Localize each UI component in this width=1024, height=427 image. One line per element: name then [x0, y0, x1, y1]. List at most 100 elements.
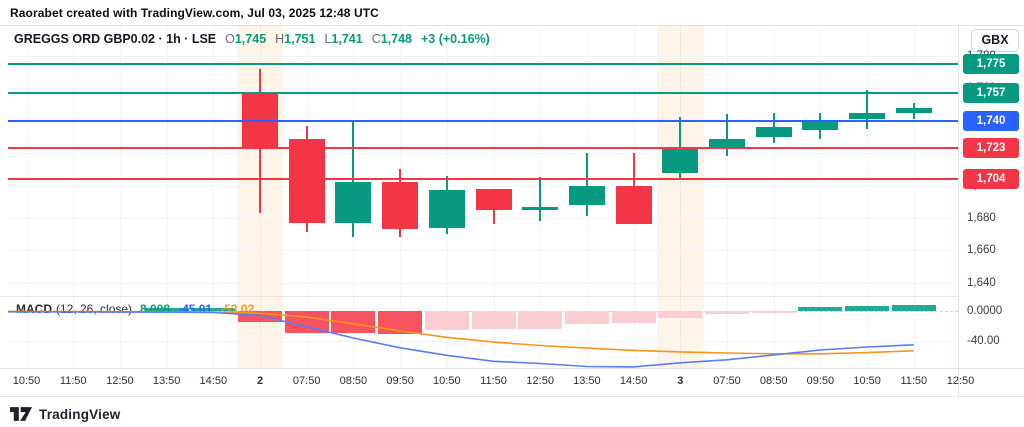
candlestick[interactable] [475, 188, 512, 210]
macd-tick-label: 0.0000 [967, 305, 1003, 317]
candlestick[interactable] [802, 120, 839, 131]
time-label: 07:50 [713, 375, 741, 387]
macd-histogram-bar [705, 311, 749, 314]
chart-top-border [0, 25, 1024, 26]
time-label: 11:50 [480, 375, 507, 387]
ohlc-value: 1,745 [234, 32, 267, 46]
candle-wick [539, 177, 542, 222]
ohlc-values: O1,745 H1,751 L1,741 C1,748 [216, 32, 412, 46]
macd-histogram-bar [144, 308, 189, 311]
currency-label: GBX [981, 33, 1009, 47]
time-label: 09:50 [386, 375, 414, 387]
time-label: 11:50 [59, 375, 87, 387]
candlestick[interactable] [895, 107, 932, 113]
time-label: 08:50 [339, 375, 368, 387]
grid-line-vertical [867, 26, 869, 368]
time-label: 12:50 [526, 375, 554, 387]
grid-line-vertical [727, 26, 728, 368]
time-label: 09:50 [806, 375, 835, 387]
macd-histogram-bar [564, 311, 609, 325]
macd-histogram-bar [658, 311, 703, 319]
candlestick[interactable] [428, 190, 465, 228]
grid-line-vertical [913, 26, 915, 368]
candle-wick [726, 114, 728, 157]
time-axis[interactable]: 10:50 11:50 12:50 13:50 14:50 2 07:50 08:50 09:5… [0, 369, 977, 396]
price-level-line[interactable] [8, 147, 958, 149]
candle-wick [585, 153, 588, 217]
price-badge: 1,723 [963, 138, 1019, 159]
candlestick[interactable] [568, 185, 605, 205]
candlestick[interactable] [382, 182, 419, 230]
grid-line-horizontal [8, 217, 958, 219]
price-level-line[interactable] [8, 119, 958, 122]
time-label: 14:50 [619, 375, 648, 387]
macd-histogram-bar [471, 311, 516, 329]
macd-histogram-bar [424, 311, 469, 331]
candlestick[interactable] [335, 182, 372, 223]
ohlc-value: 1,741 [331, 32, 363, 46]
grid-line-horizontal [8, 88, 958, 90]
candlestick[interactable] [755, 127, 792, 137]
candle-wick [352, 122, 355, 238]
grid-line-horizontal [8, 55, 958, 57]
price-level-line[interactable] [8, 63, 958, 65]
grid-line-horizontal [8, 153, 958, 155]
ohlc-key: L [324, 32, 332, 46]
grid-line-vertical [773, 26, 775, 368]
time-label: 3 [677, 375, 684, 387]
price-badge: 1,757 [963, 83, 1019, 104]
chart-plot-area[interactable] [0, 0, 958, 396]
time-axis-border [0, 368, 1024, 369]
price-badge: 1,775 [963, 54, 1019, 74]
candle-wick [866, 89, 869, 129]
macd-histogram-bar [191, 308, 236, 311]
grid-line-vertical [820, 26, 822, 368]
currency-button[interactable]: GBX [971, 29, 1019, 52]
price-tick-label: 1,680 [967, 211, 996, 224]
candlestick[interactable] [615, 185, 652, 225]
macd-line [8, 311, 914, 368]
candlestick[interactable] [662, 148, 699, 173]
macd-histogram-bar [518, 311, 563, 329]
macd-histogram-bar [798, 307, 843, 311]
time-label: 13:50 [573, 375, 601, 387]
candlestick[interactable] [709, 138, 745, 147]
time-label: 12:50 [106, 375, 134, 387]
price-badge: 1,704 [963, 169, 1019, 190]
time-label: 10:50 [12, 375, 41, 387]
time-label: 08:50 [759, 375, 788, 387]
watermark-text: TradingView [39, 406, 121, 422]
footer-border [0, 396, 1024, 397]
grid-line-vertical [680, 26, 682, 368]
time-label: 10:50 [433, 375, 461, 387]
price-tick-label: 1,660 [967, 244, 996, 257]
candlestick[interactable] [242, 91, 278, 147]
price-tick-label: 1,640 [967, 276, 996, 289]
grid-line-vertical [73, 26, 75, 368]
ohlc-key: O [225, 32, 235, 46]
time-label: 11:50 [900, 375, 928, 387]
price-badge: 1,740 [963, 110, 1019, 131]
ohlc-key: H [275, 32, 285, 46]
pane-divider[interactable] [0, 296, 958, 297]
macd-histogram-bar [751, 311, 796, 313]
signal-line [8, 310, 914, 355]
macd-histogram-bar [845, 305, 890, 311]
time-label: 14:50 [199, 375, 228, 387]
macd-histogram-bar [238, 311, 282, 323]
grid-line-vertical [119, 26, 121, 368]
price-level-line[interactable] [8, 178, 958, 180]
candlestick[interactable] [522, 206, 559, 210]
price-axis[interactable]: GBX 1,7801,7601,7401,7201,7001,6801,6601… [959, 25, 1024, 396]
watermark-footer: TradingView [10, 403, 120, 425]
candlestick[interactable] [288, 138, 325, 223]
tradingview-logo-icon [10, 407, 32, 421]
time-label: 10:50 [853, 375, 881, 387]
grid-line-horizontal [8, 282, 958, 284]
macd-tick-label: -40.00 [967, 335, 1000, 347]
time-label: 12:50 [946, 375, 975, 387]
time-label: 13:50 [152, 375, 181, 387]
price-level-line[interactable] [8, 92, 958, 95]
candlestick[interactable] [849, 112, 886, 120]
